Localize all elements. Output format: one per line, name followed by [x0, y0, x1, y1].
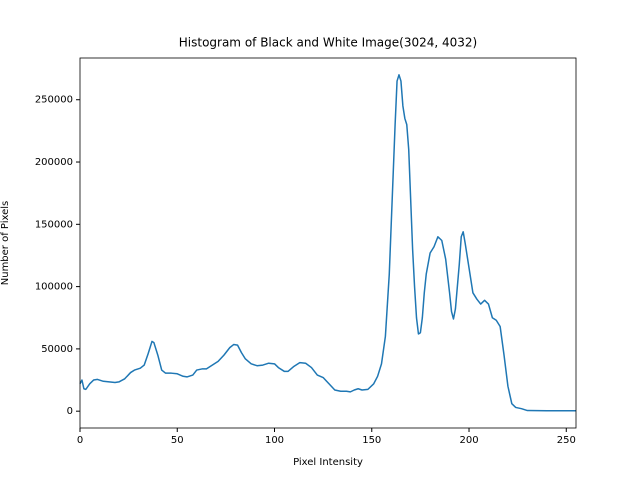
x-tick-label: 200 — [459, 435, 478, 446]
y-tick-label: 50000 — [41, 344, 73, 355]
y-tick-label: 0 — [67, 406, 73, 417]
chart-title: Histogram of Black and White Image(3024,… — [179, 36, 477, 50]
y-axis-label: Number of Pixels — [0, 201, 11, 286]
y-tick-label: 250000 — [35, 95, 73, 106]
y-tick-label: 150000 — [35, 219, 73, 230]
plot-frame — [79, 57, 577, 429]
y-tick-label: 100000 — [35, 282, 73, 293]
x-tick-label: 100 — [265, 435, 284, 446]
x-tick-label: 50 — [171, 435, 184, 446]
x-tick-label: 0 — [77, 435, 83, 446]
data-line — [79, 74, 576, 412]
x-tick-label: 150 — [362, 435, 381, 446]
x-tick-label: 250 — [557, 435, 576, 446]
x-axis-label: Pixel Intensity — [293, 457, 363, 468]
y-tick-label: 200000 — [35, 157, 73, 168]
